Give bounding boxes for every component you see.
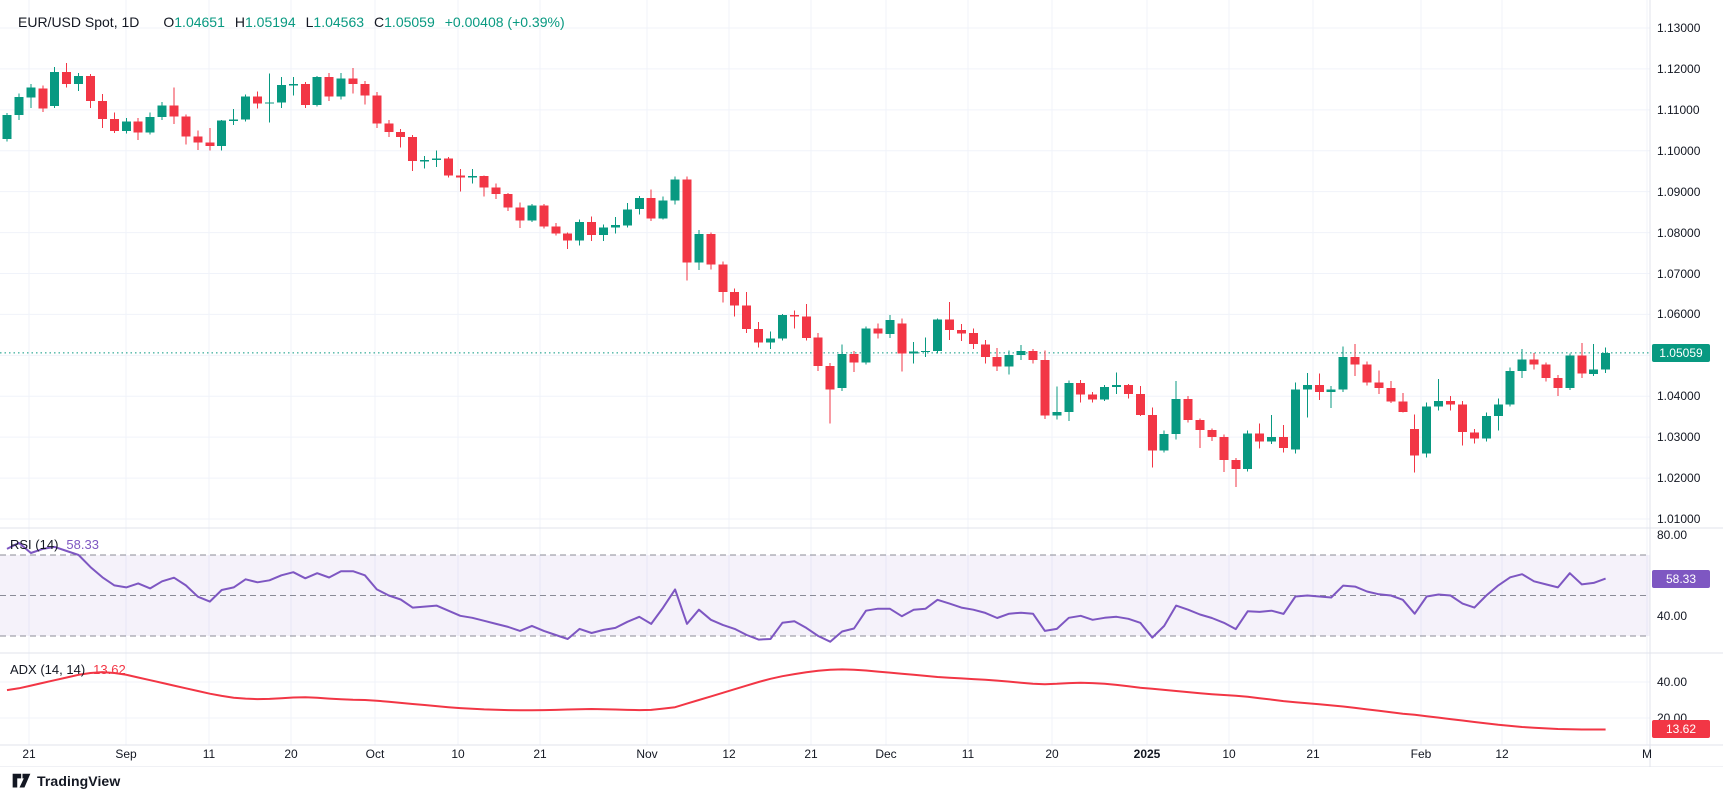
ohlc-close-label: C (374, 14, 385, 30)
candles (2, 63, 1611, 488)
tradingview-attribution[interactable]: TradingView (12, 773, 120, 789)
price-axis[interactable] (1650, 0, 1723, 767)
adx-line (6, 668, 1606, 731)
adx-value: 13.62 (93, 662, 126, 677)
rsi-pane-legend: RSI (14) 58.33 (10, 537, 99, 552)
ohlc-high-value: 1.05194 (245, 14, 296, 30)
ohlc-open-label: O (163, 14, 175, 30)
tradingview-logo-icon (12, 773, 31, 788)
time-axis[interactable] (0, 745, 1650, 767)
change-value: +0.00408 (+0.39%) (444, 14, 565, 30)
ohlc-low-label: L (305, 14, 314, 30)
adx-label: ADX (14, 14) (10, 662, 86, 677)
ohlc-open-value: 1.04651 (174, 14, 225, 30)
ohlc-close-value: 1.05059 (384, 14, 435, 30)
tradingview-brand-text: TradingView (37, 773, 121, 789)
ohlc-high-label: H (234, 14, 245, 30)
ohlc-low-value: 1.04563 (313, 14, 365, 30)
chart-canvas[interactable] (0, 0, 1723, 767)
symbol-header: EUR/USD Spot, 1D O1.04651 H1.05194 L1.04563… (18, 14, 565, 30)
adx-pane-legend: ADX (14, 14) 13.62 (10, 662, 126, 677)
rsi-value: 58.33 (66, 537, 99, 552)
rsi-line (6, 541, 1606, 643)
rsi-label: RSI (14) (10, 537, 59, 552)
symbol-title: EUR/USD Spot, 1D (18, 14, 140, 30)
